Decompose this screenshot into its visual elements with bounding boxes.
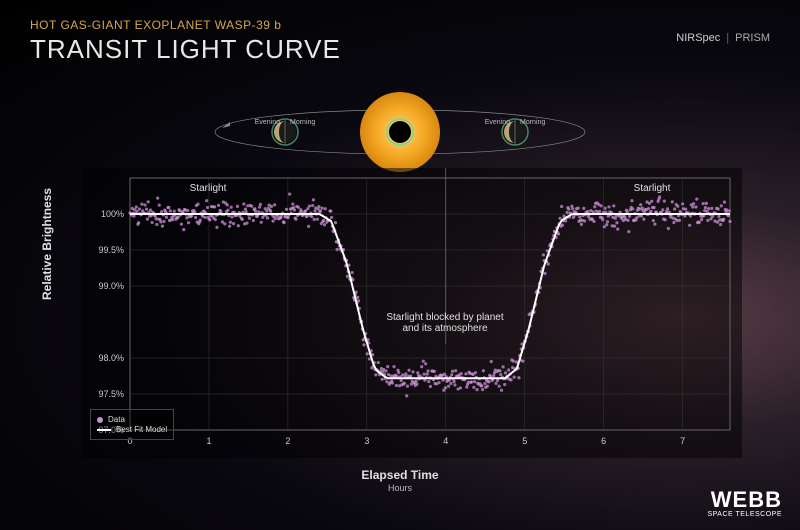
svg-text:4: 4 [443,436,448,446]
svg-text:Evening: Evening [485,119,510,126]
svg-text:3: 3 [364,436,369,446]
legend-model: Best Fit Model [116,425,167,434]
logo-main: WEBB [707,489,782,511]
legend-data: Data [108,415,125,424]
instrument-label: NIRSpec|PRISM [676,32,770,44]
logo-sub: SPACE TELESCOPE [707,511,782,518]
svg-text:7: 7 [680,436,685,446]
svg-text:Morning: Morning [290,119,315,126]
chart-legend: Data Best Fit Model [90,409,174,440]
instrument-main: NIRSpec [676,32,720,44]
webb-logo: WEBB SPACE TELESCOPE [707,489,782,518]
annot-starlight-right: Starlight [634,183,671,194]
svg-text:Morning: Morning [520,119,545,126]
page-subtitle: HOT GAS-GIANT EXOPLANET WASP-39 b [30,18,341,32]
svg-text:98.0%: 98.0% [98,353,124,363]
y-axis-label: Relative Brightness [40,188,54,300]
svg-text:99.0%: 99.0% [98,281,124,291]
annot-blocked: Starlight blocked by planetand its atmos… [386,312,503,334]
svg-text:100%: 100% [101,209,124,219]
annot-starlight-left: Starlight [190,183,227,194]
svg-text:1: 1 [206,436,211,446]
x-axis-label: Elapsed Time Hours [0,468,800,493]
svg-text:Evening: Evening [255,119,280,126]
instrument-sub: PRISM [735,32,770,44]
svg-text:97.5%: 97.5% [98,389,124,399]
svg-text:2: 2 [285,436,290,446]
svg-text:6: 6 [601,436,606,446]
page-title: TRANSIT LIGHT CURVE [30,34,341,65]
header: HOT GAS-GIANT EXOPLANET WASP-39 b TRANSI… [30,18,341,65]
light-curve-chart: 97.0%97.5%98.0%99.0%99.5%100%01234567 St… [82,168,742,458]
svg-text:5: 5 [522,436,527,446]
transit-diagram: Evening Morning Evening Morning [200,82,600,182]
svg-text:99.5%: 99.5% [98,245,124,255]
